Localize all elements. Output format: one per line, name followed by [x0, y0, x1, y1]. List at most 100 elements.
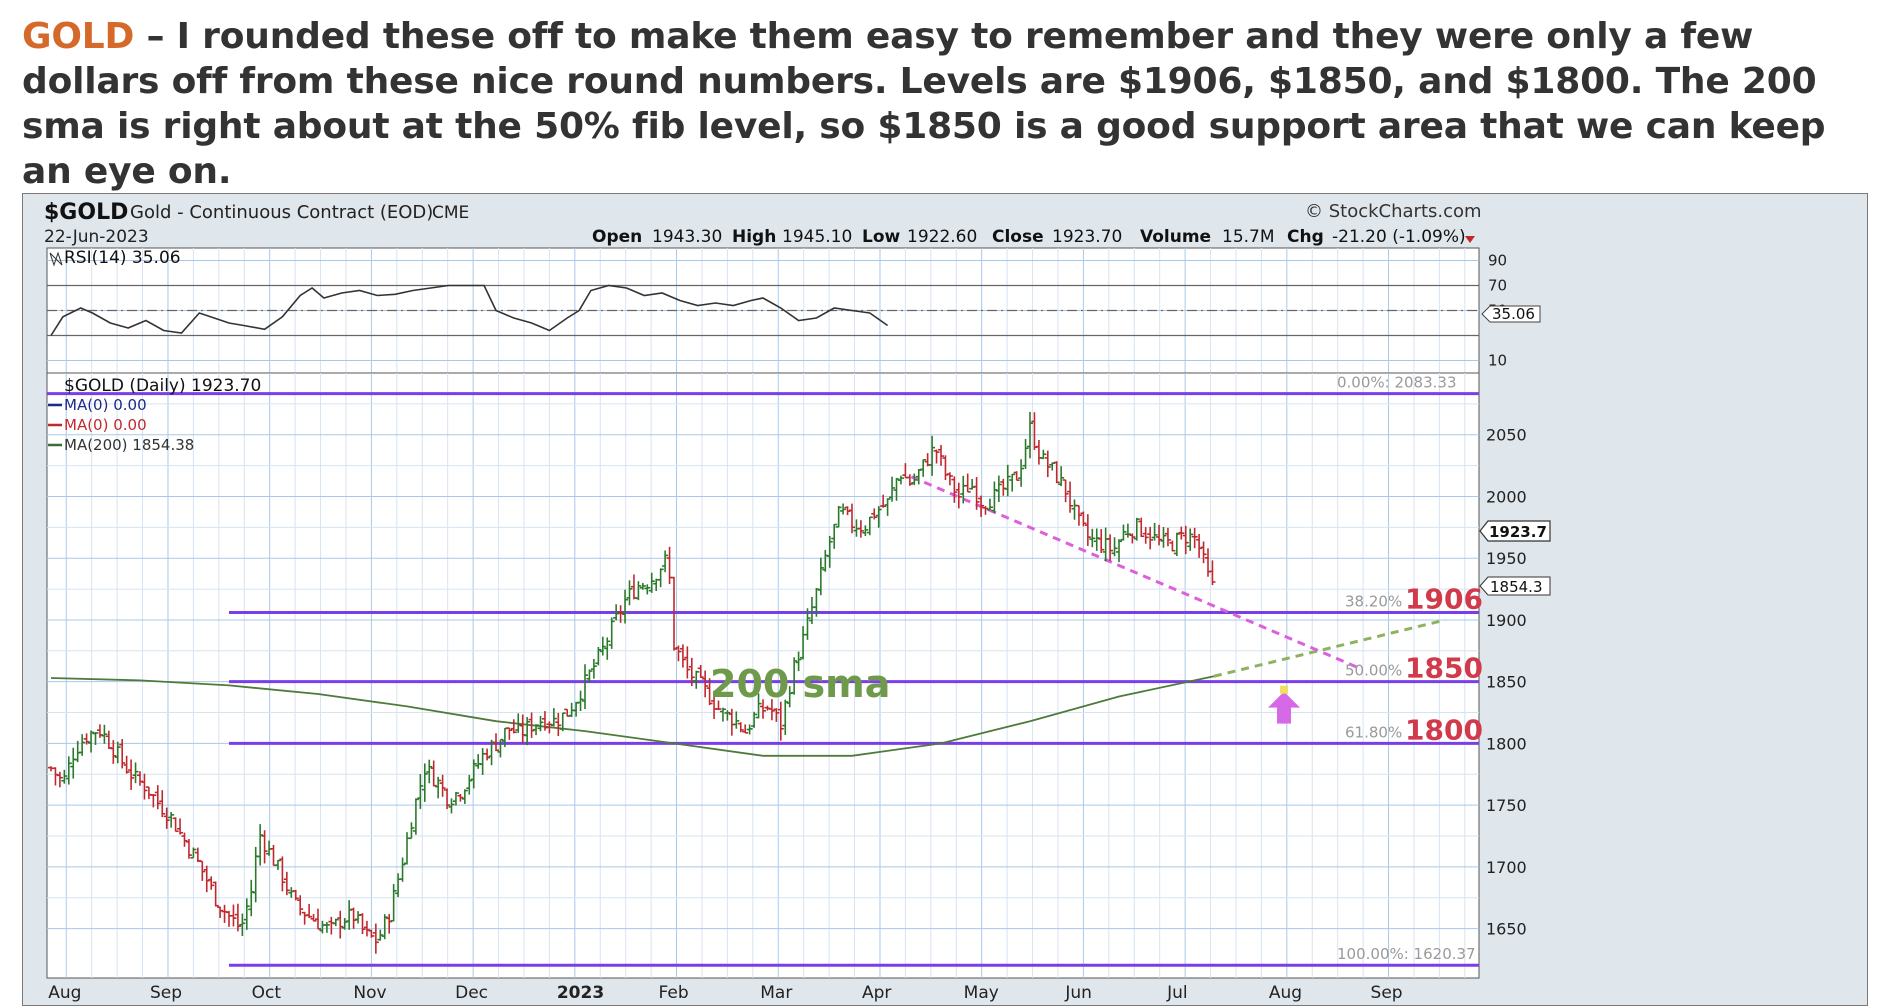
- ohlc-bar: [613, 604, 620, 621]
- x-tick-label: Sep: [150, 983, 182, 1003]
- ohlc-bar: [671, 576, 677, 651]
- ohlc-bar: [399, 857, 406, 882]
- ohlc-bar: [497, 738, 504, 758]
- ohlc-bar: [1018, 459, 1025, 487]
- ohlc-bar: [559, 712, 566, 732]
- ohlc-bar: [257, 824, 264, 866]
- low-value: 1922.60: [907, 227, 977, 247]
- ohlc-bar: [1164, 527, 1171, 547]
- rsi-tick-label: 90: [1488, 252, 1507, 270]
- ohlc-bar: [1089, 528, 1096, 548]
- ohlc-bar: [635, 581, 642, 601]
- ohlc-bar: [555, 712, 562, 737]
- ohlc-bar: [92, 732, 99, 745]
- ohlc-bar: [897, 475, 904, 485]
- ohlc-bar: [541, 711, 548, 731]
- ohlc-summary: Open 1943.30 High 1945.10 Low 1922.60 Cl…: [592, 227, 1475, 247]
- ohlc-bar: [844, 506, 851, 516]
- ohlc-bar: [608, 617, 615, 649]
- low-label: Low: [862, 227, 901, 247]
- ohlc-bar: [444, 788, 451, 810]
- ohlc-bar: [1160, 526, 1167, 548]
- ohlc-bar: [283, 871, 290, 896]
- arrow-marker: [1280, 685, 1288, 694]
- ohlc-bar: [185, 838, 192, 859]
- legend-label: MA(0) 0.00: [64, 396, 147, 414]
- chart-source: © StockCharts.com: [1305, 201, 1482, 222]
- ohlc-bar: [368, 929, 375, 938]
- gold-chart: $GOLD Gold - Continuous Contract (EOD) C…: [44, 200, 1551, 1003]
- ohlc-bar: [1178, 526, 1185, 540]
- ohlc-bar: [88, 730, 95, 753]
- high-value: 1945.10: [782, 227, 852, 247]
- ohlc-bar: [933, 449, 940, 464]
- ohlc-bar: [1098, 529, 1105, 554]
- price-bars: [48, 411, 1216, 954]
- ohlc-bar: [528, 712, 535, 738]
- ohlc-bar: [857, 520, 864, 538]
- ohlc-bar: [332, 918, 339, 927]
- ohlc-bar: [1120, 524, 1127, 541]
- ohlc-bar: [426, 759, 433, 784]
- ohlc-bar: [261, 830, 268, 864]
- ohlc-bar: [533, 724, 540, 736]
- ohlc-bar: [675, 645, 682, 662]
- ohlc-bar: [1124, 523, 1131, 538]
- ohlc-bar: [341, 918, 348, 930]
- ohlc-bar: [1151, 522, 1158, 541]
- ma200-box: [1479, 576, 1551, 596]
- ohlc-bar: [1040, 449, 1047, 460]
- ohlc-bar: [1191, 527, 1198, 549]
- rsi-tick-label: 10: [1488, 352, 1507, 370]
- ohlc-bar: [617, 605, 624, 623]
- ohlc-bar: [1200, 541, 1207, 564]
- article-text: GOLD – I rounded these off to make them …: [22, 14, 1862, 194]
- ohlc-bar: [768, 699, 775, 721]
- ma200-value: 1854.3: [1490, 578, 1543, 596]
- price-panel: 2050 2000 1950 1900 1850 1800 1750 1700 1650 0.0…: [46, 372, 1551, 979]
- ohlc-bar: [693, 670, 700, 689]
- x-tick-label: Nov: [353, 983, 386, 1003]
- ohlc-bar: [791, 657, 798, 695]
- chart-exchange: CME: [432, 203, 469, 223]
- ohlc-bar: [1173, 532, 1180, 556]
- ohlc-bar: [386, 914, 393, 934]
- ohlc-bar: [279, 856, 286, 892]
- ohlc-bar: [550, 708, 557, 727]
- x-tick-label: Aug: [1269, 983, 1302, 1003]
- x-tick-label: Feb: [659, 983, 689, 1003]
- ohlc-bar: [849, 503, 855, 534]
- ohlc-bar: [639, 582, 646, 590]
- ohlc-bar: [582, 664, 588, 710]
- ohlc-bar: [719, 707, 726, 722]
- ohlc-bar: [751, 711, 758, 728]
- ohlc-bar: [893, 477, 900, 501]
- down-triangle-icon: [1465, 236, 1475, 243]
- open-label: Open: [592, 227, 642, 247]
- price-grid: [47, 373, 1479, 978]
- fib-label: 61.80%: [1345, 723, 1402, 741]
- ohlc-bar: [599, 636, 606, 656]
- x-tick-label: 2023: [557, 983, 604, 1003]
- ohlc-bar: [466, 774, 473, 795]
- ohlc-bar: [626, 580, 633, 606]
- ohlc-bar: [510, 719, 517, 734]
- ohlc-bar: [906, 474, 913, 486]
- ohlc-bar: [657, 568, 664, 588]
- ohlc-bar: [826, 535, 833, 568]
- rsi-tick-label: 70: [1488, 277, 1507, 295]
- fib-label: 0.00%: 2083.33: [1337, 374, 1457, 392]
- ohlc-bar: [715, 700, 722, 711]
- price-tick-label: 2000: [1486, 487, 1527, 506]
- rsi-label: RSI(14) 35.06: [64, 248, 181, 268]
- ohlc-bar: [978, 495, 985, 517]
- ohlc-bar: [430, 760, 437, 787]
- x-tick-label: Jun: [1064, 983, 1092, 1003]
- ohlc-bar: [390, 884, 397, 922]
- ohlc-bar: [644, 584, 651, 595]
- ohlc-bar: [110, 740, 117, 764]
- support-label: 1850: [1405, 652, 1483, 685]
- ohlc-bar: [350, 907, 357, 929]
- legend-label: MA(0) 0.00: [64, 416, 147, 434]
- ohlc-bar: [1062, 479, 1069, 503]
